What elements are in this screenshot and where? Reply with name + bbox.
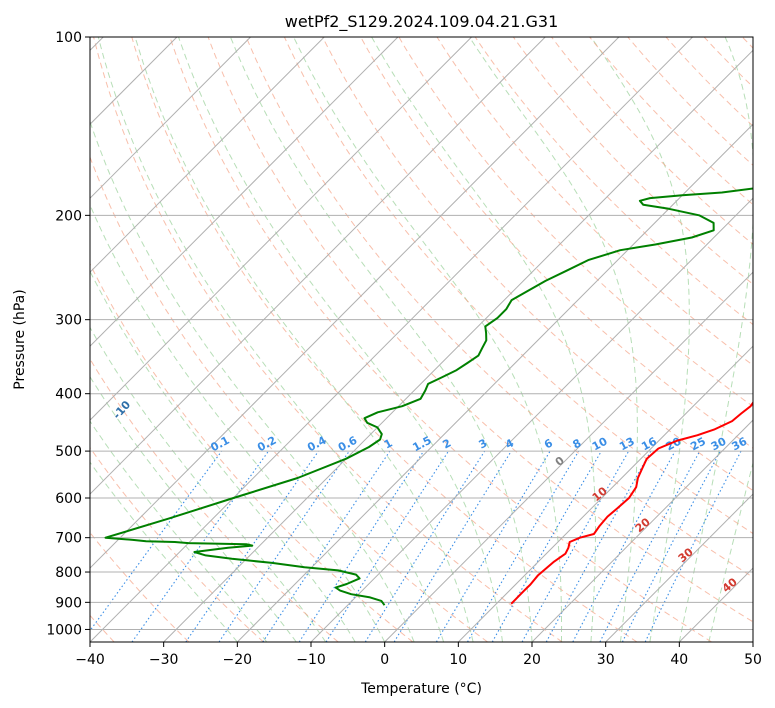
x-tick-label: 10 (449, 652, 467, 668)
mixing-ratio-label: 13 (617, 435, 637, 454)
mixing-ratio-line (325, 450, 449, 642)
dry-adiabat-line (436, 37, 753, 366)
dry-adiabat-line (627, 37, 753, 166)
isotherm-grid-line (531, 419, 753, 642)
moist-adiabat-line (708, 461, 753, 642)
isotherm-grid-line (90, 37, 620, 569)
moist-adiabat-line (590, 37, 690, 642)
mixing-ratio-line (364, 450, 486, 642)
y-tick-label: 400 (55, 387, 82, 403)
moist-adiabats (90, 37, 753, 642)
isotherm-grid-line (90, 37, 251, 199)
chart-title: wetPf2_S129.2024.109.04.21.G31 (285, 12, 559, 32)
x-tick-label: 30 (597, 652, 615, 668)
axes: −40 −30 −20 −10 0 10 20 30 40 50 100 200 300 400 500 60… (46, 30, 762, 668)
isotherm-grid-line (90, 37, 472, 421)
mixing-ratio-label: 10 (590, 435, 610, 454)
dry-adiabat-line (207, 37, 753, 623)
moist-adiabat-line (468, 37, 638, 642)
isotherm-grid-line (90, 37, 693, 642)
mixing-ratio-line (393, 450, 512, 642)
x-tick-label: 20 (523, 652, 541, 668)
temperature-profile-line (510, 400, 753, 605)
plot-area: 0.10.20.40.611.52346810131620253036-100-… (90, 37, 753, 642)
dry-adiabat-line (131, 37, 638, 642)
moist-adiabat-line (134, 37, 474, 642)
moist-adiabat-line (90, 270, 356, 642)
moist-adiabat-line (90, 375, 297, 642)
y-tick-label: 300 (55, 313, 82, 329)
x-axis-title: Temperature (°C) (360, 681, 482, 697)
moist-adiabat-line (371, 37, 596, 642)
moist-adiabat-line (678, 37, 753, 642)
moist-adiabat-line (178, 37, 503, 642)
x-tick-label: −20 (223, 652, 253, 668)
mixing-ratio-line (467, 450, 580, 642)
y-tick-label: 900 (55, 595, 82, 611)
isotherm-grid-line (310, 197, 753, 642)
moist-adiabat-line (90, 203, 386, 642)
x-tick-label: −10 (296, 652, 326, 668)
isotherm-grid-line (236, 123, 753, 642)
y-tick-label: 600 (55, 491, 82, 507)
profile-series (104, 187, 753, 606)
moist-adiabat-line (90, 420, 268, 642)
moist-adiabat-line (229, 37, 533, 642)
isotherm-grid-line (90, 37, 325, 273)
mixing-ratio-line (131, 450, 269, 642)
isotherm-grid-line (90, 37, 399, 347)
plot-frame (89, 36, 754, 643)
y-tick-label: 500 (55, 444, 82, 460)
y-tick-label: 200 (55, 208, 82, 224)
mixing-ratio-line (521, 450, 630, 642)
isotherm-grid-line (384, 271, 753, 642)
moist-adiabat-line (293, 37, 563, 642)
isotherm-grid-line (90, 37, 546, 495)
x-tick-label: −40 (75, 652, 105, 668)
dry-adiabat-line (93, 37, 563, 642)
x-tick-label: 40 (670, 652, 688, 668)
dry-adiabat-line (322, 37, 753, 492)
mixing-ratio-label: 30 (709, 435, 729, 454)
isotherm-grid-line (457, 345, 753, 642)
y-axis-title: Pressure (hPa) (12, 289, 28, 389)
x-tick-label: 50 (744, 652, 762, 668)
isotherm-grid-line (605, 493, 753, 642)
mixing-ratio-label: 36 (730, 435, 750, 454)
mixing-ratio-label: 16 (639, 435, 659, 454)
x-tick-label: 0 (380, 652, 389, 668)
mixing-ratio-line (491, 450, 602, 642)
moist-adiabat-line (90, 326, 327, 642)
mixing-ratio-label: 25 (688, 435, 708, 454)
y-tick-label: 700 (55, 531, 82, 547)
mixing-ratio-line (90, 450, 223, 632)
dry-adiabat-line (398, 37, 753, 408)
dry-adiabat-line (245, 37, 753, 578)
isotherm-grid-line (163, 49, 753, 642)
y-tick-label: 800 (55, 565, 82, 581)
moist-adiabat-line (90, 119, 415, 642)
dry-adiabat-line (90, 262, 414, 642)
dry-adiabats (90, 37, 753, 642)
dewpoint-profile-line (104, 187, 753, 606)
mixing-ratio-line (435, 450, 551, 642)
mixing-ratio-line (218, 450, 350, 642)
grid-lines (90, 37, 753, 642)
dry-adiabat-line (512, 37, 753, 285)
x-tick-label: −30 (149, 652, 179, 668)
mixing-ratio-line (572, 450, 676, 642)
y-tick-label: 100 (55, 30, 82, 46)
y-tick-label: 1000 (46, 622, 82, 638)
